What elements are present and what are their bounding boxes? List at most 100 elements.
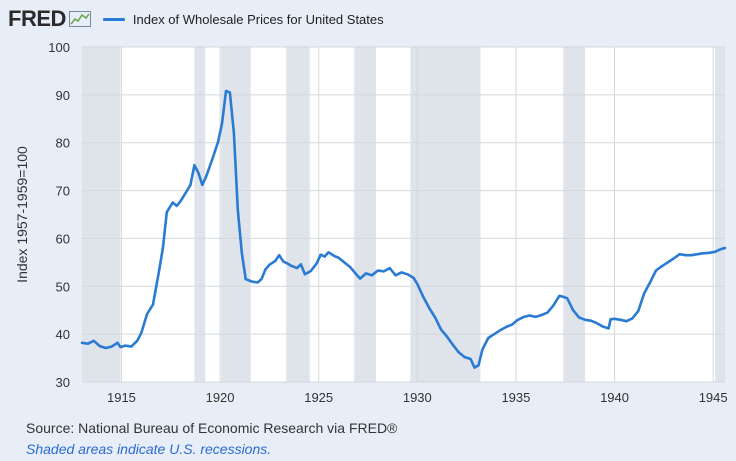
data-point-0-10 [136, 339, 139, 342]
data-point-0-3 [98, 345, 101, 348]
y-axis-label: Index 1957-1959=100 [14, 146, 30, 283]
y-tick-label-80: 80 [56, 136, 70, 151]
legend-line-swatch [102, 17, 125, 21]
data-point-0-66 [406, 273, 409, 276]
recession-note: Shaded areas indicate U.S. recessions. [26, 441, 272, 457]
x-tick-label-1920: 1920 [206, 390, 235, 405]
data-point-0-102 [607, 327, 610, 330]
recession-band-5 [410, 47, 481, 382]
x-tick-label-1935: 1935 [501, 390, 530, 405]
data-point-0-6 [116, 341, 119, 344]
recession-band-3 [286, 47, 310, 382]
data-point-0-69 [422, 295, 425, 298]
data-point-0-51 [323, 255, 326, 258]
data-point-0-56 [349, 266, 352, 269]
data-point-0-111 [655, 269, 657, 272]
data-point-0-68 [416, 282, 419, 285]
data-point-0-18 [175, 204, 178, 207]
data-point-0-48 [309, 270, 312, 272]
recession-band-6 [563, 47, 585, 382]
data-point-0-100 [595, 322, 598, 325]
data-point-0-67 [412, 276, 415, 279]
data-point-0-77 [469, 358, 472, 360]
data-point-0-87 [522, 316, 525, 318]
data-point-0-81 [487, 337, 490, 339]
chart-header: FRED Index of Wholesale Prices for Unite… [8, 6, 384, 32]
series-line-0 [80, 89, 727, 369]
data-point-0-118 [696, 253, 699, 256]
data-point-0-37 [260, 278, 263, 281]
data-point-0-9 [130, 345, 133, 348]
data-point-0-16 [165, 211, 168, 214]
data-point-0-108 [637, 310, 640, 313]
data-point-0-90 [540, 314, 543, 316]
data-point-0-58 [359, 277, 362, 280]
data-point-0-112 [660, 265, 663, 268]
data-point-0-106 [625, 320, 628, 323]
data-point-0-78 [473, 366, 476, 369]
data-point-0-27 [217, 140, 219, 143]
x-tick-label-1925: 1925 [304, 390, 333, 405]
data-point-0-11 [140, 332, 143, 335]
data-point-0-85 [511, 323, 513, 326]
data-point-0-21 [189, 183, 192, 186]
recession-band-0 [82, 47, 121, 382]
data-point-0-15 [161, 247, 164, 249]
data-point-0-26 [211, 158, 214, 161]
data-point-0-123 [724, 247, 726, 249]
data-point-0-34 [244, 278, 247, 281]
data-point-0-43 [286, 262, 289, 265]
data-point-0-89 [534, 316, 537, 318]
y-tick-label-40: 40 [56, 327, 70, 342]
data-point-0-95 [566, 297, 569, 300]
data-point-0-44 [290, 264, 292, 267]
y-tick-label-50: 50 [56, 279, 70, 294]
plot-area [82, 47, 725, 382]
data-point-0-0 [81, 341, 83, 344]
data-point-0-60 [371, 274, 373, 277]
data-point-0-50 [319, 253, 322, 256]
y-tick-label-100: 100 [48, 40, 70, 55]
y-tick-label-60: 60 [56, 231, 70, 246]
data-point-0-116 [684, 254, 687, 257]
fred-logo[interactable]: FRED [8, 6, 66, 31]
data-point-0-30 [229, 91, 231, 94]
data-point-0-79 [477, 364, 480, 367]
data-point-0-32 [236, 208, 239, 211]
data-point-0-82 [493, 333, 496, 336]
data-point-0-4 [104, 347, 107, 349]
data-point-0-74 [451, 343, 454, 346]
data-point-0-5 [110, 345, 113, 348]
data-point-0-41 [278, 254, 281, 257]
data-point-0-119 [702, 252, 705, 255]
recession-band-2 [221, 47, 251, 382]
data-point-0-121 [714, 250, 717, 253]
data-point-0-13 [152, 303, 154, 306]
data-point-0-23 [197, 171, 200, 174]
data-point-0-25 [205, 175, 208, 178]
data-point-0-7 [119, 346, 122, 348]
data-point-0-22 [193, 164, 196, 167]
data-point-0-107 [631, 317, 634, 320]
data-point-0-114 [672, 257, 675, 260]
data-point-0-97 [578, 316, 580, 319]
data-point-0-8 [124, 344, 127, 347]
data-point-0-93 [558, 294, 561, 297]
data-point-0-28 [221, 122, 223, 125]
data-point-0-92 [552, 304, 555, 307]
data-point-0-46 [300, 263, 302, 266]
data-point-0-91 [546, 311, 549, 314]
data-point-0-42 [282, 260, 285, 263]
data-point-0-36 [256, 281, 259, 284]
data-point-0-29 [225, 90, 227, 92]
data-point-0-120 [708, 251, 711, 254]
data-point-0-71 [434, 316, 436, 319]
y-tick-label-30: 30 [56, 375, 70, 390]
data-point-0-94 [562, 295, 565, 298]
data-point-0-39 [268, 263, 271, 266]
data-point-0-20 [185, 190, 188, 193]
data-point-0-115 [678, 253, 681, 256]
data-point-0-12 [146, 313, 148, 315]
data-point-0-103 [609, 318, 612, 321]
